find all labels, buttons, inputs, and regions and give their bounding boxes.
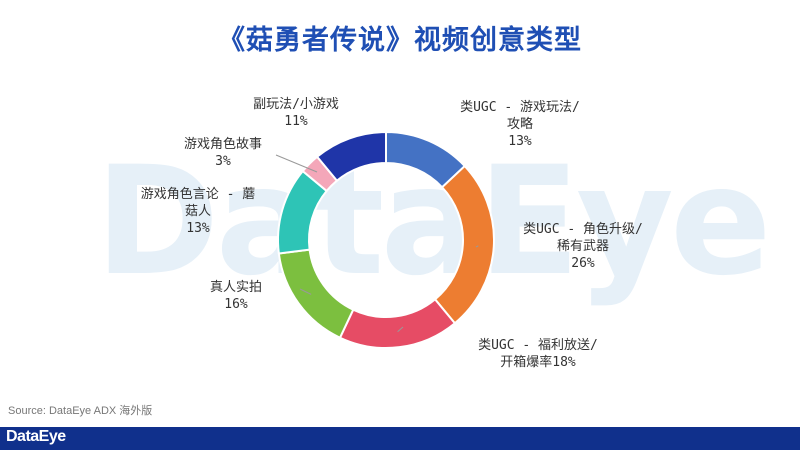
slice-label: 真人实拍 16% xyxy=(209,280,262,312)
slice-label: 类UGC - 角色升级/ 稀有武器 26% xyxy=(523,222,643,271)
leader-line xyxy=(275,154,318,173)
leader-line xyxy=(475,245,479,248)
slice-label: 类UGC - 游戏玩法/ 攻略 13% xyxy=(460,100,580,149)
leader-line xyxy=(299,288,312,295)
donut-slice xyxy=(277,248,355,340)
slice-label: 类UGC - 福利放送/ 开箱爆率18% xyxy=(478,338,598,370)
chart-title: 《菇勇者传说》视频创意类型 xyxy=(218,25,582,56)
footer-bar: DataEye xyxy=(0,427,800,450)
leader-line xyxy=(397,326,404,333)
donut-slice xyxy=(338,297,457,349)
slice-label: 副玩法/小游戏 11% xyxy=(253,97,339,129)
source-note: Source: DataEye ADX 海外版 xyxy=(8,405,153,417)
slice-label: 游戏角色故事 3% xyxy=(183,137,262,169)
slice-label: 游戏角色言论 - 蘑 菇人 13% xyxy=(140,187,256,236)
donut-slice xyxy=(315,130,387,183)
donut-slice xyxy=(433,164,495,325)
footer-logo: DataEye xyxy=(6,428,66,445)
